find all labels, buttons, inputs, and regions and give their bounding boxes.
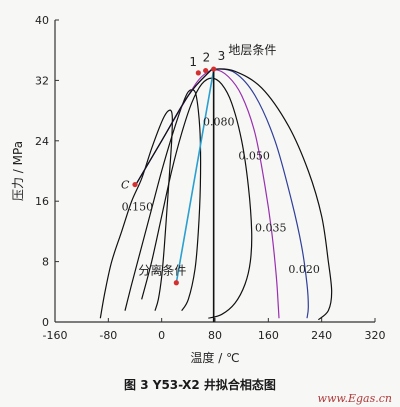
annotation-formation-condition: 地层条件 [228,43,276,57]
y-tick-label: 40 [35,14,49,27]
point-label: C [121,179,130,192]
x-tick-label: -160 [43,329,68,342]
data-point [211,66,217,72]
y-tick-label: 32 [35,74,49,87]
point-label: 分离条件 [138,263,186,278]
data-point [195,70,201,76]
point-label: 2 [203,51,211,65]
x-axis-title: 温度 / ℃ [190,350,239,365]
y-tick-label: 24 [35,135,49,148]
data-point [203,67,209,74]
series-line [141,77,253,319]
series-label: 0.050 [238,150,269,163]
curves [99,68,333,322]
data-point [132,181,138,188]
series-label: 0.020 [288,263,320,276]
y-tick-label: 16 [35,195,49,208]
y-axis-title: 压力 / MPa [11,141,25,201]
series-line [175,69,215,283]
x-tick-label: 0 [158,329,165,342]
points [132,66,217,286]
y-tick-label: 0 [42,316,49,329]
labels: 0.150 0.080 0.050 0.035 0.020 C 1 2 3 分离条件 地层条件 [121,43,320,278]
series-line [134,68,333,321]
point-label: 1 [189,55,197,69]
watermark: www.Egas.cn [318,392,392,405]
x-tick-label: 240 [311,329,332,342]
x-tick-label: 80 [208,329,222,342]
figure-caption: 图 3 Y53-X2 井拟合相态图 [124,377,276,392]
series-label: 0.035 [255,221,287,234]
series-line [99,109,173,319]
data-point [173,280,179,286]
series-label: 0.150 [122,200,153,213]
x-tick-label: 160 [258,329,279,342]
x-tick-label: -80 [99,329,117,342]
series-label: 0.080 [203,116,235,129]
y-tick-label: 8 [42,256,49,269]
point-label: 3 [218,49,226,63]
x-tick-label: 320 [365,329,386,342]
